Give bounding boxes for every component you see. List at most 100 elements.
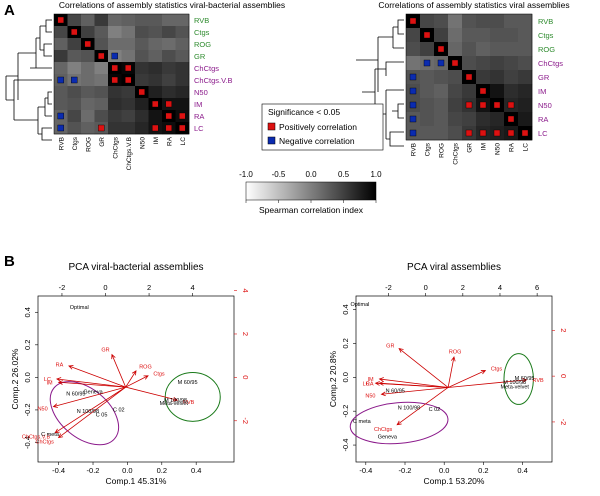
column-label: ROG — [85, 137, 92, 152]
heatmap-column-labels: RVB Ctgs ROG ChCtgs GR IM N50 RA LC — [411, 142, 530, 164]
legend-title: Significance < 0.05 — [268, 107, 340, 117]
heatmap-cell — [162, 38, 176, 51]
heatmap-cell — [148, 62, 163, 75]
row-label: GR — [194, 52, 206, 61]
heatmap-cell — [81, 122, 95, 135]
x-tick-label: -0.4 — [52, 466, 65, 475]
column-label: ChCtgs — [112, 136, 119, 158]
top-tick-label: -2 — [385, 283, 392, 292]
y-tick-label: 0.4 — [341, 304, 350, 314]
column-label: LC — [523, 143, 530, 152]
loading-label: ROG — [449, 350, 462, 356]
loading-label: ChCtgs — [35, 440, 54, 446]
positive-marker — [437, 45, 445, 53]
heatmap-cell — [490, 42, 505, 57]
colorbar-tick-label: 0.0 — [305, 170, 317, 179]
heatmap-border — [53, 13, 190, 135]
heatmap-cell — [518, 98, 533, 113]
y-tick-label: 0.2 — [341, 338, 350, 348]
heatmap-cell — [108, 98, 122, 111]
heatmap-cell — [504, 28, 519, 43]
colorbar-ticks — [245, 200, 377, 203]
right-tick-label: -2 — [559, 419, 568, 426]
heatmap-cell — [121, 86, 136, 99]
loading-arrow — [396, 387, 449, 426]
heatmap-cell — [94, 38, 109, 51]
panel-label-a: A — [4, 2, 15, 19]
heatmap-border — [405, 13, 533, 141]
loading-label: LC — [44, 377, 51, 383]
purple-cluster-ellipse — [349, 401, 449, 445]
column-label: LC — [180, 137, 187, 146]
heatmap-cell — [518, 56, 533, 71]
heatmap-cell — [108, 14, 122, 27]
heatmap-cell — [476, 70, 491, 85]
heatmap-cell — [121, 26, 136, 39]
column-label: N50 — [139, 137, 146, 149]
heatmap-cell — [448, 42, 463, 57]
loading-arrow — [55, 377, 126, 388]
heatmap-cell — [518, 84, 533, 99]
loading-arrow — [125, 386, 179, 402]
heatmap-cell — [434, 28, 449, 43]
heatmap-cell — [135, 122, 149, 135]
heatmap-cell — [94, 62, 109, 75]
heatmap-cell — [67, 62, 82, 75]
score-label: Geneva — [83, 390, 103, 396]
heatmap-row-labels: RVB Ctgs ROG GR ChCtgs ChCtgs.V.B N50 IM RA LC — [194, 16, 233, 133]
y-tick-label: 0.2 — [23, 340, 32, 350]
heatmap-title: Correlations of assembly statistics vira… — [59, 0, 285, 10]
loading-label: IM — [47, 380, 54, 386]
heatmap-cell — [94, 86, 109, 99]
pca-viral: PCA viral assemblies -0.4 -0.2 0.0 0.2 0.4 -0.… — [328, 262, 568, 486]
top-tick-label: 6 — [535, 283, 539, 292]
heatmap-cell — [135, 62, 149, 75]
row-label: N50 — [194, 88, 208, 97]
loading-arrow — [125, 370, 137, 388]
pca-viral-bacterial: PCA viral-bacterial assemblies -0.4 -0.2 0.… — [10, 262, 250, 486]
heatmap-cell — [108, 110, 122, 123]
score-label: C 05 — [96, 412, 108, 418]
x-tick-label: 0.2 — [478, 466, 488, 475]
score-label: Meta-velvet — [160, 401, 189, 407]
loading-arrow — [378, 377, 449, 388]
heatmap-cell — [420, 14, 435, 29]
loading-label: ChCtgs — [374, 427, 393, 433]
heatmap-cell — [162, 74, 176, 87]
column-label: Ctgs — [72, 136, 79, 150]
row-label: GR — [538, 73, 550, 82]
loading-label: IM — [367, 377, 374, 383]
loading-label: RVB — [532, 378, 544, 384]
colorbar: -1.0 -0.5 0.0 0.5 1.0 Spearman correlation i… — [239, 170, 382, 215]
heatmap-cell — [94, 26, 109, 39]
heatmap-cell — [54, 62, 68, 75]
significance-legend: Significance < 0.05 Positively correlati… — [261, 103, 384, 151]
right-tick-label: -2 — [241, 417, 250, 424]
score-label: Meta-velvet — [501, 384, 530, 390]
score-label: M 100/98 — [164, 398, 187, 404]
heatmap-cell — [67, 98, 82, 111]
negative-marker — [57, 112, 64, 120]
heatmap-cell — [490, 70, 505, 85]
column-label: RA — [509, 142, 516, 152]
heatmap-cell — [175, 98, 190, 111]
column-label: N50 — [495, 143, 502, 155]
heatmap-cell — [175, 50, 190, 63]
heatmap-cell — [406, 42, 421, 57]
heatmap-cell — [94, 74, 109, 87]
heatmap-cell — [175, 26, 190, 39]
positive-marker — [507, 115, 515, 123]
heatmap-cell — [476, 112, 491, 127]
heatmap-cell — [135, 74, 149, 87]
positive-marker — [98, 124, 105, 132]
heatmap-cell — [81, 74, 95, 87]
pca-title: PCA viral assemblies — [407, 262, 501, 273]
positive-marker — [98, 52, 105, 60]
loading-arrow — [125, 375, 149, 388]
loading-arrow — [111, 353, 127, 388]
colorbar-gradient — [245, 181, 377, 201]
heatmap-cell — [108, 38, 122, 51]
heatmap-cell — [175, 86, 190, 99]
positive-marker — [493, 129, 501, 137]
